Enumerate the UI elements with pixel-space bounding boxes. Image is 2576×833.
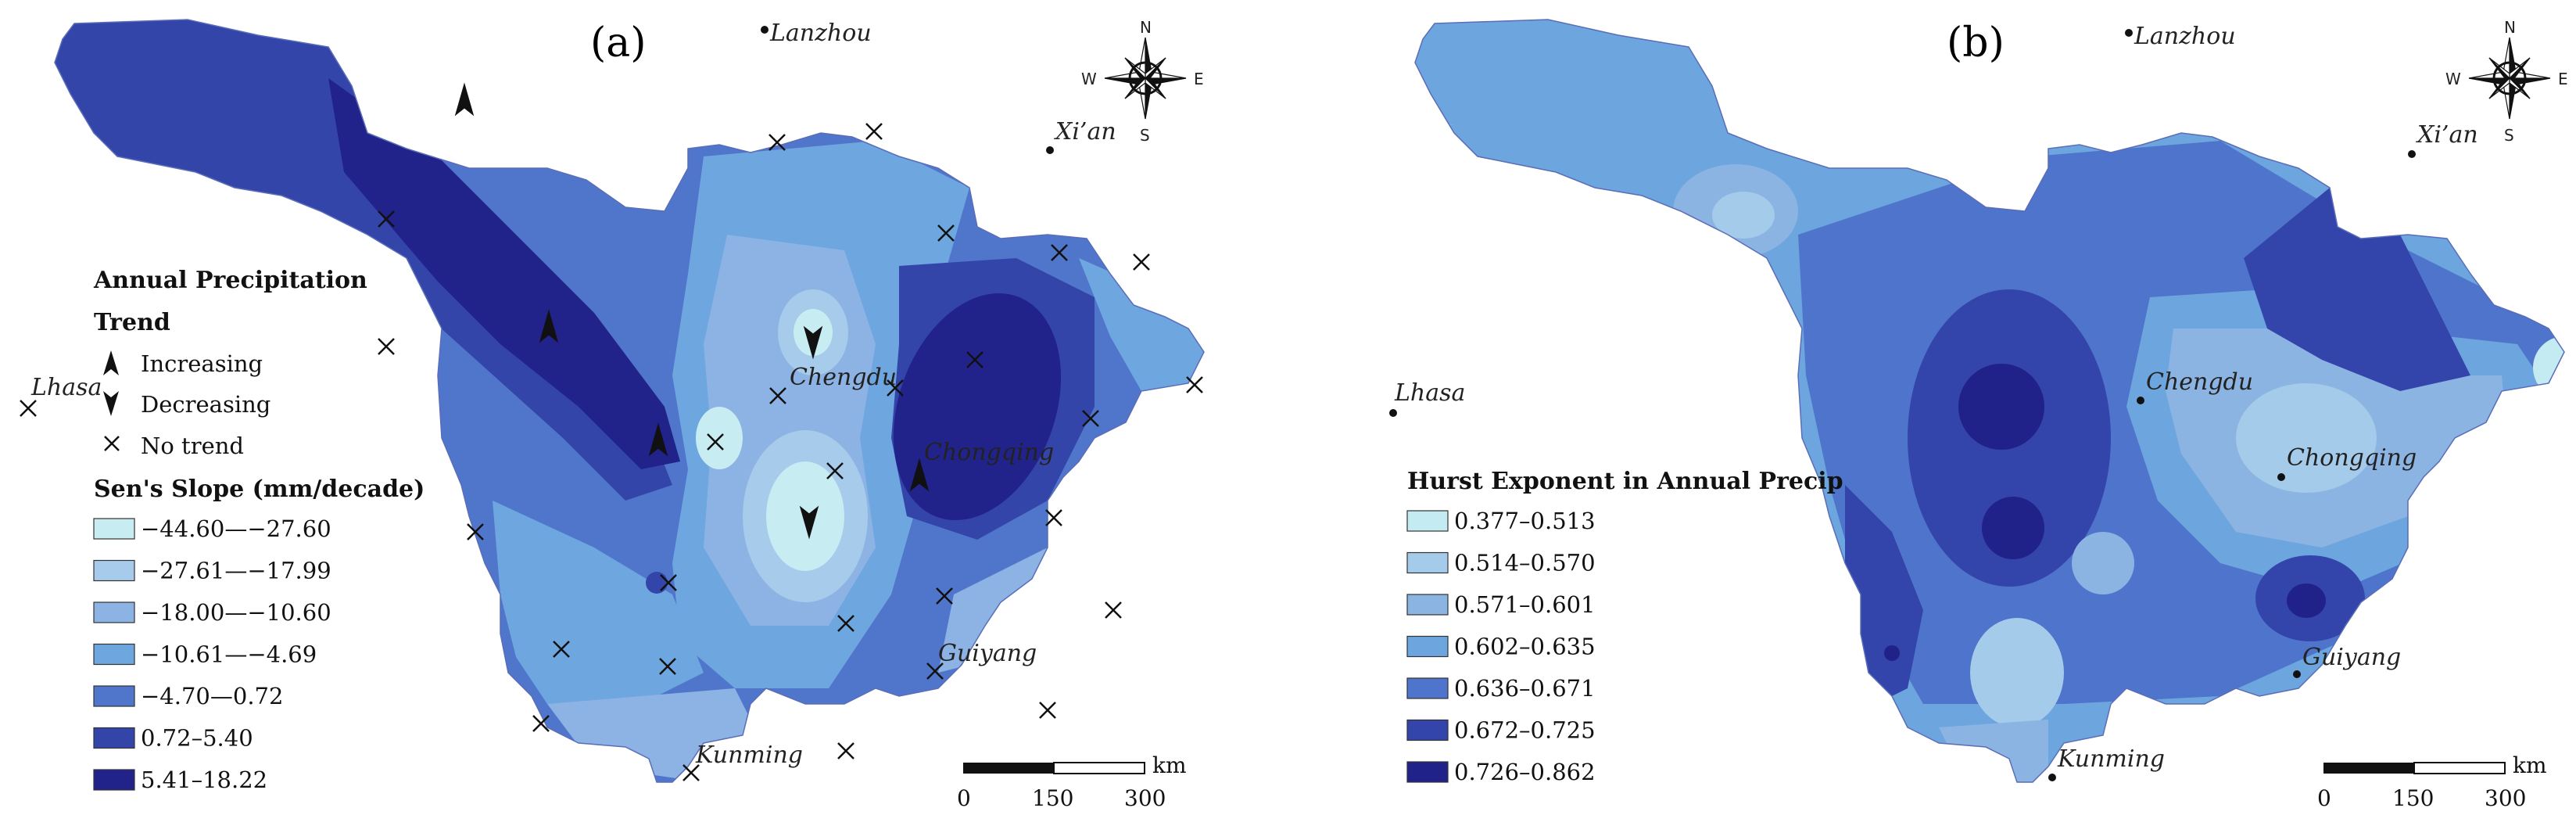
panel-b-hurst-map: (b) Lanzhou Xi’an Lhasa Chengdu Chongqin… [1389, 18, 2568, 811]
scale-unit: km [1152, 752, 1187, 778]
legend-b-label-0: 0.377–0.513 [1454, 508, 1596, 534]
legend-b-swatch-4 [1406, 677, 1449, 699]
scale-tick-300-b: 300 [2485, 785, 2526, 811]
decreasing-arrow-icon [103, 391, 119, 416]
city-kunming-b: Kunming [2057, 745, 2165, 773]
compass-e: E [1194, 70, 1204, 88]
legend-a-label-1: −27.61—−17.99 [141, 558, 331, 584]
increasing-arrow-icon [103, 350, 119, 375]
scale-tick-300: 300 [1124, 785, 1166, 811]
legend-a-label-0: −44.60—−27.60 [141, 515, 331, 542]
panel-a-trend-markers [20, 82, 1203, 781]
panel-a-scale-bar: km 0 150 300 [957, 752, 1187, 811]
compass-s-b: S [2504, 126, 2514, 145]
city-chengdu-b: Chengdu [2146, 368, 2253, 396]
legend-b-label-2: 0.571–0.601 [1454, 591, 1596, 618]
city-chongqing: Chongqing [924, 439, 1054, 466]
compass-rose-icon: N S E W [2445, 18, 2568, 145]
decreasing-marker [799, 505, 819, 540]
compass-w-b: W [2445, 70, 2461, 88]
legend-b-label-6: 0.726–0.862 [1454, 759, 1596, 785]
panel-b-scale-bar: km 0 150 300 [2317, 752, 2547, 811]
compass-n-b: N [2504, 18, 2516, 37]
increasing-marker [648, 422, 668, 457]
legend-b-label-1: 0.514–0.570 [1454, 550, 1596, 576]
increasing-marker [454, 82, 475, 117]
panel-b-cities: Lanzhou Xi’an Lhasa Chengdu Chongqing Gu… [1389, 23, 2478, 781]
compass-s: S [1140, 126, 1150, 145]
legend-no-trend: No trend [141, 433, 244, 459]
panel-a-cities: Lanzhou Xi’an Lhasa Chengdu Chongqing Gu… [30, 20, 1116, 769]
city-kunming: Kunming [695, 741, 803, 769]
city-xian-b: Xi’an [2416, 121, 2478, 149]
city-chengdu: Chengdu [790, 364, 897, 391]
legend-b-label-4: 0.636–0.671 [1454, 675, 1596, 702]
compass-e-b: E [2558, 70, 2568, 88]
legend-a-label-6: 5.41–18.22 [141, 767, 267, 793]
legend-a-label-4: −4.70—0.72 [141, 683, 283, 709]
legend-a-label-5: 0.72–5.40 [141, 725, 253, 752]
panel-a-label: (a) [590, 20, 647, 66]
city-guiyang-b: Guiyang [2302, 644, 2401, 671]
scale-tick-150-b: 150 [2392, 785, 2434, 811]
legend-a-label-2: −18.00—−10.60 [141, 599, 331, 626]
city-lanzhou-b: Lanzhou [2134, 23, 2236, 50]
decreasing-marker [803, 325, 823, 360]
legend-a-swatch-0 [93, 518, 135, 540]
panel-b-label: (b) [1947, 20, 2005, 66]
legend-a-label-3: −10.61—−4.69 [141, 641, 317, 668]
legend-a-swatch-2 [93, 601, 135, 623]
legend-a-swatch-4 [93, 685, 135, 707]
panel-b-legend: Hurst Exponent in Annual Precip 0.377–0.… [1406, 468, 1843, 785]
city-lanzhou: Lanzhou [769, 20, 872, 47]
scale-tick-0-b: 0 [2317, 785, 2331, 811]
city-xian: Xi’an [1054, 118, 1116, 145]
legend-b-swatches: 0.377–0.513 0.514–0.570 0.571–0.601 0.602–0… [1406, 508, 1596, 785]
no-trend-markers [20, 123, 1203, 781]
legend-decreasing: Decreasing [141, 391, 270, 418]
compass-rose-icon: N S E W [1081, 18, 1204, 145]
legend-increasing: Increasing [141, 350, 263, 377]
legend-b-label-5: 0.672–0.725 [1454, 717, 1596, 744]
legend-a-swatch-3 [93, 643, 135, 666]
panel-a-sens-slope-map: (a) Lanzhou Xi’an Lhasa Chengdu Chongqin… [20, 18, 1205, 811]
compass-w: W [1081, 70, 1097, 88]
legend-b-swatch-5 [1406, 719, 1449, 741]
scale-tick-0: 0 [957, 785, 971, 811]
legend-b-swatch-1 [1406, 551, 1449, 574]
scale-tick-150: 150 [1032, 785, 1073, 811]
compass-n: N [1140, 18, 1152, 37]
legend-a-swatch-6 [93, 769, 135, 791]
legend-a-slope-title: Sen's Slope (mm/decade) [94, 476, 425, 503]
legend-b-swatch-6 [1406, 761, 1449, 783]
legend-a-swatches: −44.60—−27.60 −27.61—−17.99 −18.00—−10.60 −… [93, 515, 331, 793]
panel-b-basin-fill [1415, 20, 2564, 782]
legend-b-swatch-2 [1406, 594, 1449, 616]
legend-b-title: Hurst Exponent in Annual Precip [1407, 468, 1843, 495]
legend-a-swatch-5 [93, 727, 135, 749]
legend-b-label-3: 0.602–0.635 [1454, 634, 1596, 660]
x-mark-icon [104, 436, 120, 451]
scale-unit-b: km [2513, 752, 2547, 778]
panel-a-legend: Annual Precipitation Trend Increasing De… [93, 267, 425, 793]
legend-b-swatch-0 [1406, 510, 1449, 532]
city-lhasa: Lhasa [30, 374, 102, 401]
legend-a-subtitle: Trend [94, 309, 170, 336]
legend-a-title: Annual Precipitation [93, 267, 367, 294]
city-guiyang: Guiyang [938, 640, 1037, 667]
legend-b-swatch-3 [1406, 635, 1449, 658]
increasing-marker [539, 309, 559, 343]
legend-a-swatch-1 [93, 559, 135, 582]
city-lhasa-b: Lhasa [1394, 379, 1465, 407]
city-chongqing-b: Chongqing [2287, 444, 2417, 472]
increasing-marker [909, 458, 930, 492]
